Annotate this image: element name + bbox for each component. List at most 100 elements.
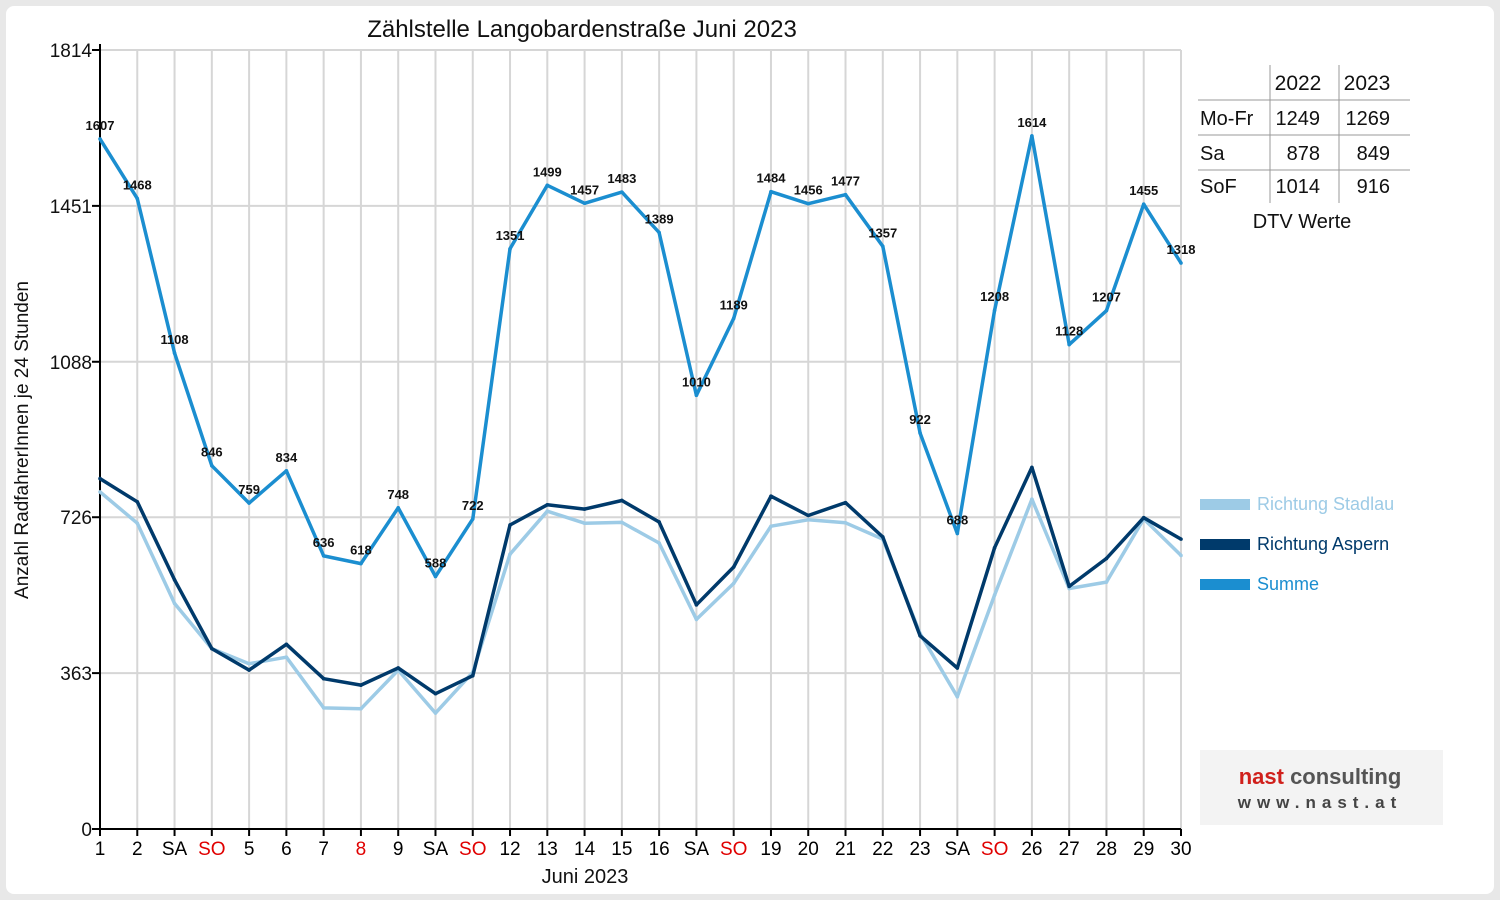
- data-label: 1483: [607, 171, 636, 186]
- data-label: 1351: [496, 228, 525, 243]
- x-tick-label: SA: [162, 839, 188, 860]
- series-layer: [98, 134, 1183, 715]
- y-axis-label: Anzahl RadfahrerInnen je 24 Stunden: [12, 281, 33, 599]
- data-point: [359, 561, 363, 566]
- data-point: [172, 601, 177, 606]
- data-point: [1104, 556, 1109, 561]
- x-axis-label: Juni 2023: [542, 866, 629, 888]
- dtv-cell: 1269: [1346, 108, 1391, 130]
- dtv-header-2022: 2022: [1275, 72, 1322, 95]
- data-point: [955, 666, 960, 670]
- dtv-row-label: SoF: [1200, 176, 1237, 198]
- data-point: [247, 661, 251, 666]
- data-point: [396, 505, 401, 510]
- x-tick-label: 8: [356, 839, 367, 860]
- data-point: [620, 190, 624, 194]
- y-tick-label: 1088: [50, 353, 92, 374]
- legend-swatch-summe: [1200, 579, 1250, 590]
- data-point: [321, 554, 326, 558]
- chart-frame: 0 363 726 1088 1451 1814 1 2 SA SO 5 6 7 8 9 SA SO 12 13 14…: [6, 6, 1494, 894]
- x-tick-label: SO: [198, 839, 225, 860]
- legend-label-summe: Summe: [1257, 574, 1319, 594]
- data-label: 1607: [86, 118, 115, 133]
- data-point: [582, 507, 587, 511]
- data-point: [545, 509, 550, 514]
- data-point: [620, 498, 624, 503]
- data-point: [396, 666, 401, 670]
- dtv-cell: 1249: [1276, 108, 1321, 130]
- data-point: [1141, 202, 1146, 206]
- data-label: 1189: [720, 297, 748, 312]
- data-point: [582, 201, 587, 206]
- x-tick-label: 15: [611, 839, 632, 860]
- data-point: [135, 196, 140, 201]
- data-point: [321, 706, 326, 710]
- data-label: 1468: [123, 178, 152, 193]
- data-point: [769, 524, 773, 529]
- dtv-table: 2022 2023 Mo-Fr 1249 1269 Sa 878 849 SoF…: [1198, 65, 1410, 233]
- data-label: 748: [387, 487, 409, 502]
- data-point: [992, 545, 997, 550]
- data-label: 1455: [1129, 183, 1158, 198]
- x-tick-label: 13: [537, 839, 558, 860]
- data-point: [582, 521, 587, 526]
- data-point: [135, 499, 140, 504]
- series-line-3: [98, 134, 1183, 579]
- data-point: [694, 603, 699, 607]
- data-label: 1318: [1167, 242, 1196, 257]
- data-point: [284, 655, 289, 660]
- data-point: [843, 521, 848, 525]
- data-point: [433, 691, 438, 696]
- data-label: 1128: [1055, 324, 1083, 339]
- data-label: 636: [313, 535, 335, 550]
- data-label: 1207: [1092, 290, 1121, 305]
- x-tick-label: SO: [459, 839, 486, 860]
- y-tick-label: 726: [60, 508, 92, 529]
- data-point: [1030, 465, 1034, 470]
- data-point: [657, 230, 661, 235]
- legend-swatch-aspern: [1200, 539, 1250, 550]
- data-point: [694, 393, 699, 398]
- data-point: [470, 517, 475, 521]
- data-point: [247, 501, 251, 505]
- data-point: [843, 500, 848, 505]
- data-point: [1179, 537, 1183, 541]
- data-label: 922: [909, 412, 931, 427]
- data-point: [433, 574, 438, 579]
- x-tick-label: SA: [423, 839, 449, 860]
- data-point: [98, 476, 102, 481]
- data-point: [321, 676, 326, 681]
- data-point: [508, 523, 512, 527]
- x-tick-label: 5: [244, 839, 255, 860]
- data-point: [731, 565, 736, 569]
- y-tick-label: 363: [60, 664, 92, 685]
- logo-url: www.nast.at: [1237, 793, 1403, 812]
- data-point: [918, 633, 922, 638]
- data-label: 759: [238, 482, 260, 497]
- data-point: [918, 431, 922, 435]
- data-label: 834: [276, 450, 298, 465]
- data-point: [433, 711, 438, 715]
- data-point: [1179, 553, 1183, 558]
- dtv-header-2023: 2023: [1344, 72, 1391, 95]
- chart-title: Zählstelle Langobardenstraße Juni 2023: [367, 16, 797, 43]
- logo-text: nast consulting: [1239, 764, 1402, 789]
- company-logo: nast consulting www.nast.at: [1200, 750, 1443, 825]
- data-point: [98, 490, 102, 494]
- y-tick-label: 1451: [50, 197, 92, 218]
- x-tick-label: 27: [1059, 839, 1080, 860]
- x-tick-label: 12: [499, 839, 520, 860]
- logo-rest-word: consulting: [1290, 764, 1401, 789]
- data-point: [657, 541, 661, 545]
- data-label: 1457: [570, 182, 599, 197]
- data-label: 618: [350, 543, 372, 558]
- x-tick-label: SO: [981, 839, 1008, 860]
- data-point: [843, 192, 848, 197]
- data-point: [806, 201, 811, 206]
- x-tick-label: SA: [684, 839, 710, 860]
- legend-label-aspern: Richtung Aspern: [1257, 534, 1389, 554]
- data-point: [135, 521, 140, 526]
- data-point: [1141, 515, 1146, 520]
- x-tick-label: 26: [1021, 839, 1042, 860]
